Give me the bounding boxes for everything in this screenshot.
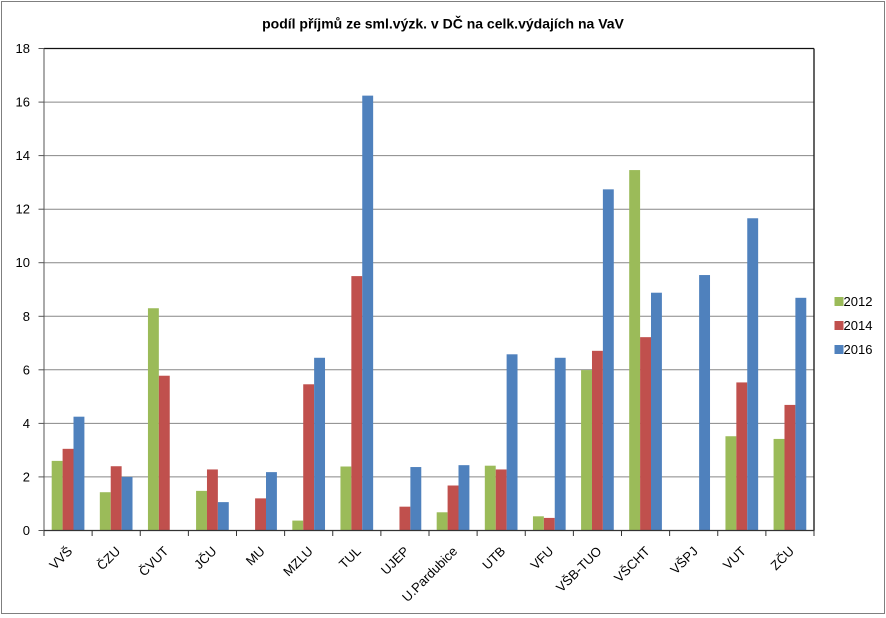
svg-text:4: 4 xyxy=(23,416,30,431)
svg-text:8: 8 xyxy=(23,309,30,324)
svg-text:18: 18 xyxy=(16,41,30,56)
svg-text:VVŠ: VVŠ xyxy=(46,543,75,572)
svg-text:UJEP: UJEP xyxy=(378,544,412,578)
svg-text:6: 6 xyxy=(23,362,30,377)
svg-text:ČVUT: ČVUT xyxy=(136,543,172,579)
svg-text:0: 0 xyxy=(23,523,30,538)
svg-text:14: 14 xyxy=(16,148,30,163)
svg-text:MZLU: MZLU xyxy=(280,544,316,580)
svg-text:ZČU: ZČU xyxy=(768,544,797,573)
svg-text:UTB: UTB xyxy=(479,544,508,573)
svg-text:2014: 2014 xyxy=(844,318,873,333)
svg-text:2016: 2016 xyxy=(844,342,873,357)
svg-text:TUL: TUL xyxy=(336,544,364,572)
svg-text:2012: 2012 xyxy=(844,294,873,309)
svg-text:VŠCHT: VŠCHT xyxy=(611,543,653,585)
svg-text:VUT: VUT xyxy=(720,543,749,572)
svg-text:VŠB-TUO: VŠB-TUO xyxy=(553,544,604,595)
svg-text:12: 12 xyxy=(16,202,30,217)
svg-text:ČZU: ČZU xyxy=(94,544,123,573)
svg-text:podíl příjmů ze sml.výzk. v DČ: podíl příjmů ze sml.výzk. v DČ na celk.v… xyxy=(262,15,624,32)
svg-text:10: 10 xyxy=(16,255,30,270)
svg-text:VŠPJ: VŠPJ xyxy=(667,544,701,578)
svg-text:16: 16 xyxy=(16,95,30,110)
svg-text:MU: MU xyxy=(243,544,268,569)
svg-text:VFU: VFU xyxy=(527,544,556,573)
svg-text:JČU: JČU xyxy=(191,544,219,572)
svg-text:2: 2 xyxy=(23,469,30,484)
